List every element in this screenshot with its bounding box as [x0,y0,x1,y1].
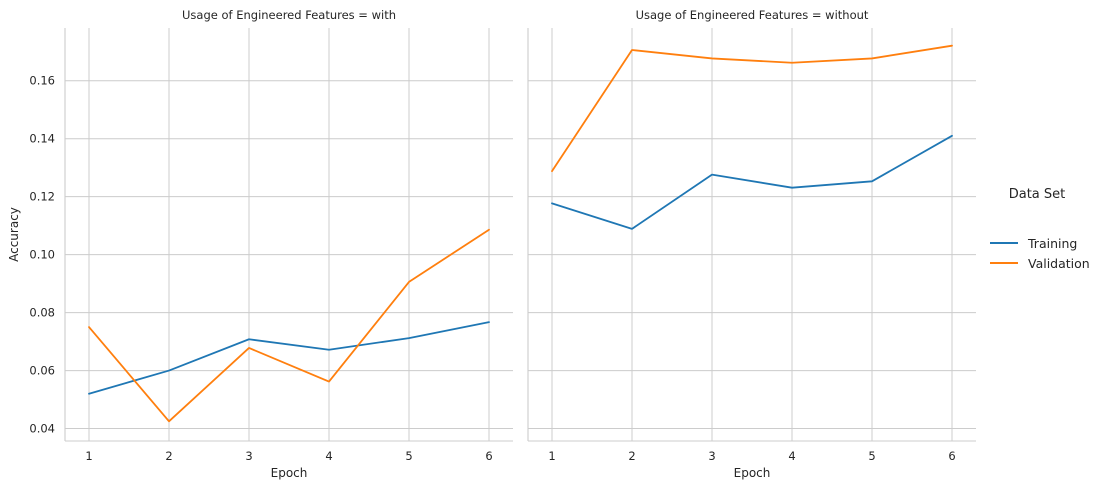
series-line-validation [551,44,953,173]
x-tick-label: 3 [708,449,715,463]
legend-label-validation: Validation [1028,256,1090,271]
y-tick-label: 0.14 [29,132,55,146]
x-tick-label: 6 [948,449,955,463]
series-line-training [88,321,490,395]
y-tick-label: 0.06 [29,364,55,378]
x-tick-label: 6 [485,449,492,463]
x-tick-label: 3 [245,449,252,463]
panel-without: Usage of Engineered Features = without 1 2… [527,8,976,480]
x-tick-label: 4 [325,449,332,463]
panel-title: Usage of Engineered Features = with [182,8,396,22]
x-tick-label: 5 [405,449,412,463]
x-tick-label: 4 [788,449,795,463]
y-tick-label: 0.08 [29,306,55,320]
x-axis-label: Epoch [271,466,308,480]
y-tick-label: 0.10 [29,248,55,262]
legend-label-training: Training [1027,236,1077,251]
x-tick-label: 1 [85,449,92,463]
legend: Data Set Training Validation [990,187,1090,271]
y-axis-label: Accuracy [7,207,21,262]
panel-title: Usage of Engineered Features = without [636,8,869,22]
x-tick-label: 5 [868,449,875,463]
x-tick-label: 2 [165,449,172,463]
panel-with: Usage of Engineered Features = with 1 2 3 4 5… [7,8,513,480]
x-tick-label: 2 [628,449,635,463]
y-tick-label: 0.04 [29,422,55,436]
x-tick-label: 1 [548,449,555,463]
series-line-training [551,134,953,230]
legend-title: Data Set [1009,187,1066,202]
series-line-validation [88,228,490,423]
x-axis-label: Epoch [734,466,771,480]
y-tick-label: 0.12 [29,190,55,204]
y-tick-label: 0.16 [29,74,55,88]
